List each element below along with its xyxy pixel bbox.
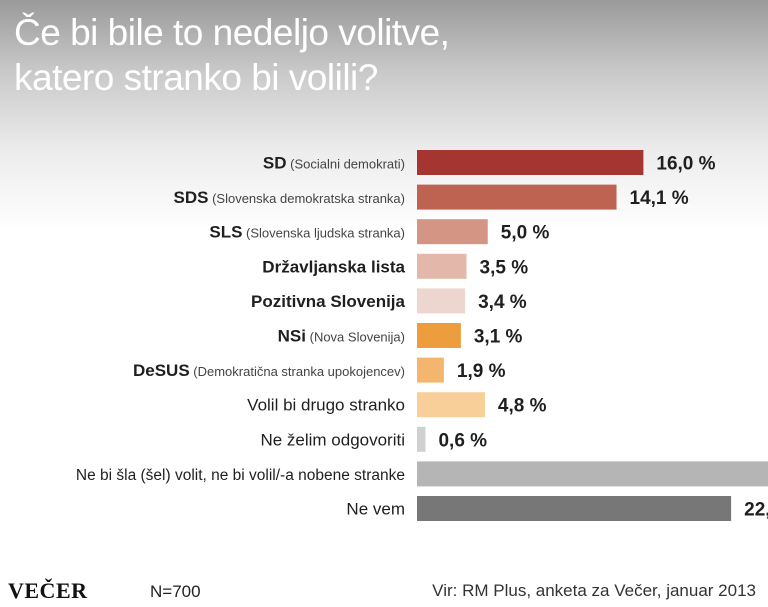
category-label: Ne želim odgovoriti [260,430,405,449]
category-label: SD (Socialni demokrati) [263,154,405,173]
title-line-2: katero stranko bi volili? [14,57,378,98]
vecer-logo: VEČER [8,578,88,603]
value-label: 3,1 % [474,327,523,348]
category-label: Volil bi drugo stranko [247,396,405,415]
value-label: 5,0 % [501,223,550,244]
bar [417,219,488,245]
category-label: Državljanska lista [262,257,405,276]
bar [417,184,617,210]
value-label: 0,6 % [438,430,487,451]
value-label: 16,0 % [656,154,715,175]
value-label: 3,5 % [480,257,529,278]
value-label: 22,2 % [744,500,768,521]
bar [417,253,467,279]
value-label: 1,9 % [457,361,506,382]
category-label: Ne bi šla (šel) volit, ne bi volil/-a no… [76,467,405,484]
category-label: SDS (Slovenska demokratska stranka) [174,188,406,207]
bar [417,426,426,452]
bar [417,288,466,314]
category-label: Ne vem [346,500,405,519]
bar [417,496,732,521]
value-label: 3,4 % [478,292,527,313]
value-label: 4,8 % [498,396,547,417]
footer: VEČER N=700 Vir: RM Plus, anketa za Veče… [0,574,768,607]
bar [417,357,444,383]
bar-chart: SD (Socialni demokrati) 16,0 % SDS (Sloven… [76,150,768,521]
bar [417,461,768,487]
bar [417,392,485,418]
category-label: NSi (Nova Slovenija) [278,327,405,346]
value-label: 14,1 % [630,188,689,209]
category-label: DeSUS (Demokratična stranka upokojencev) [133,361,405,380]
title-line-1: Če bi bile to nedeljo volitve, [14,12,450,53]
chart-title: Če bi bile to nedeljo volitve, katero st… [14,10,754,100]
category-label: SLS (Slovenska ljudska stranka) [209,223,405,242]
source-note: Vir: RM Plus, anketa za Večer, januar 20… [432,581,756,600]
category-label: Pozitivna Slovenija [251,292,406,311]
sample-size: N=700 [150,582,201,601]
bar [417,150,644,175]
bar [417,323,461,348]
